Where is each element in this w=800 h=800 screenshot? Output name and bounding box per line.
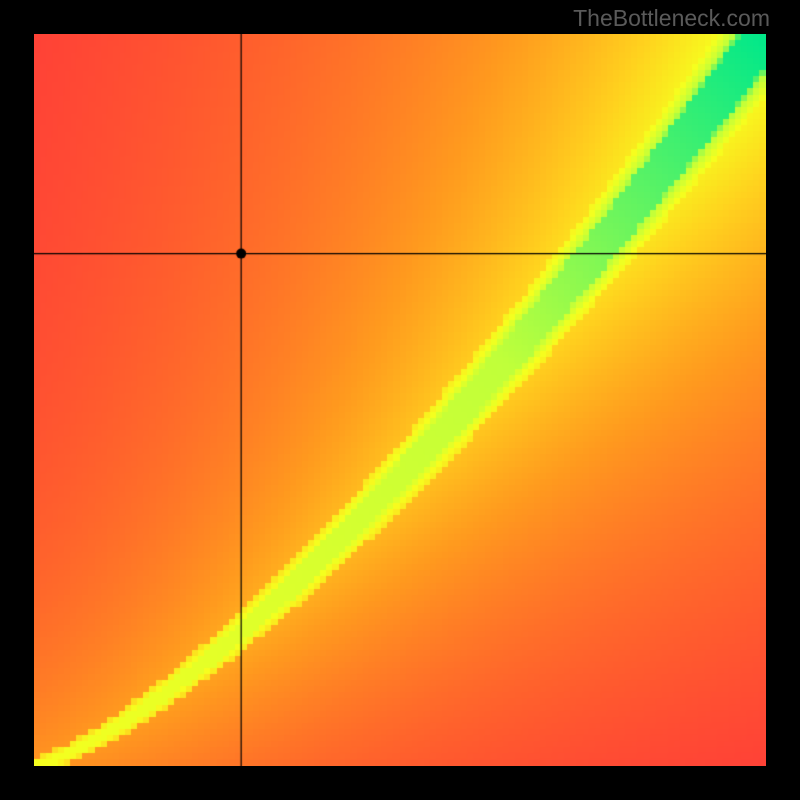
bottleneck-heatmap <box>34 34 766 766</box>
watermark-text: TheBottleneck.com <box>573 5 770 32</box>
